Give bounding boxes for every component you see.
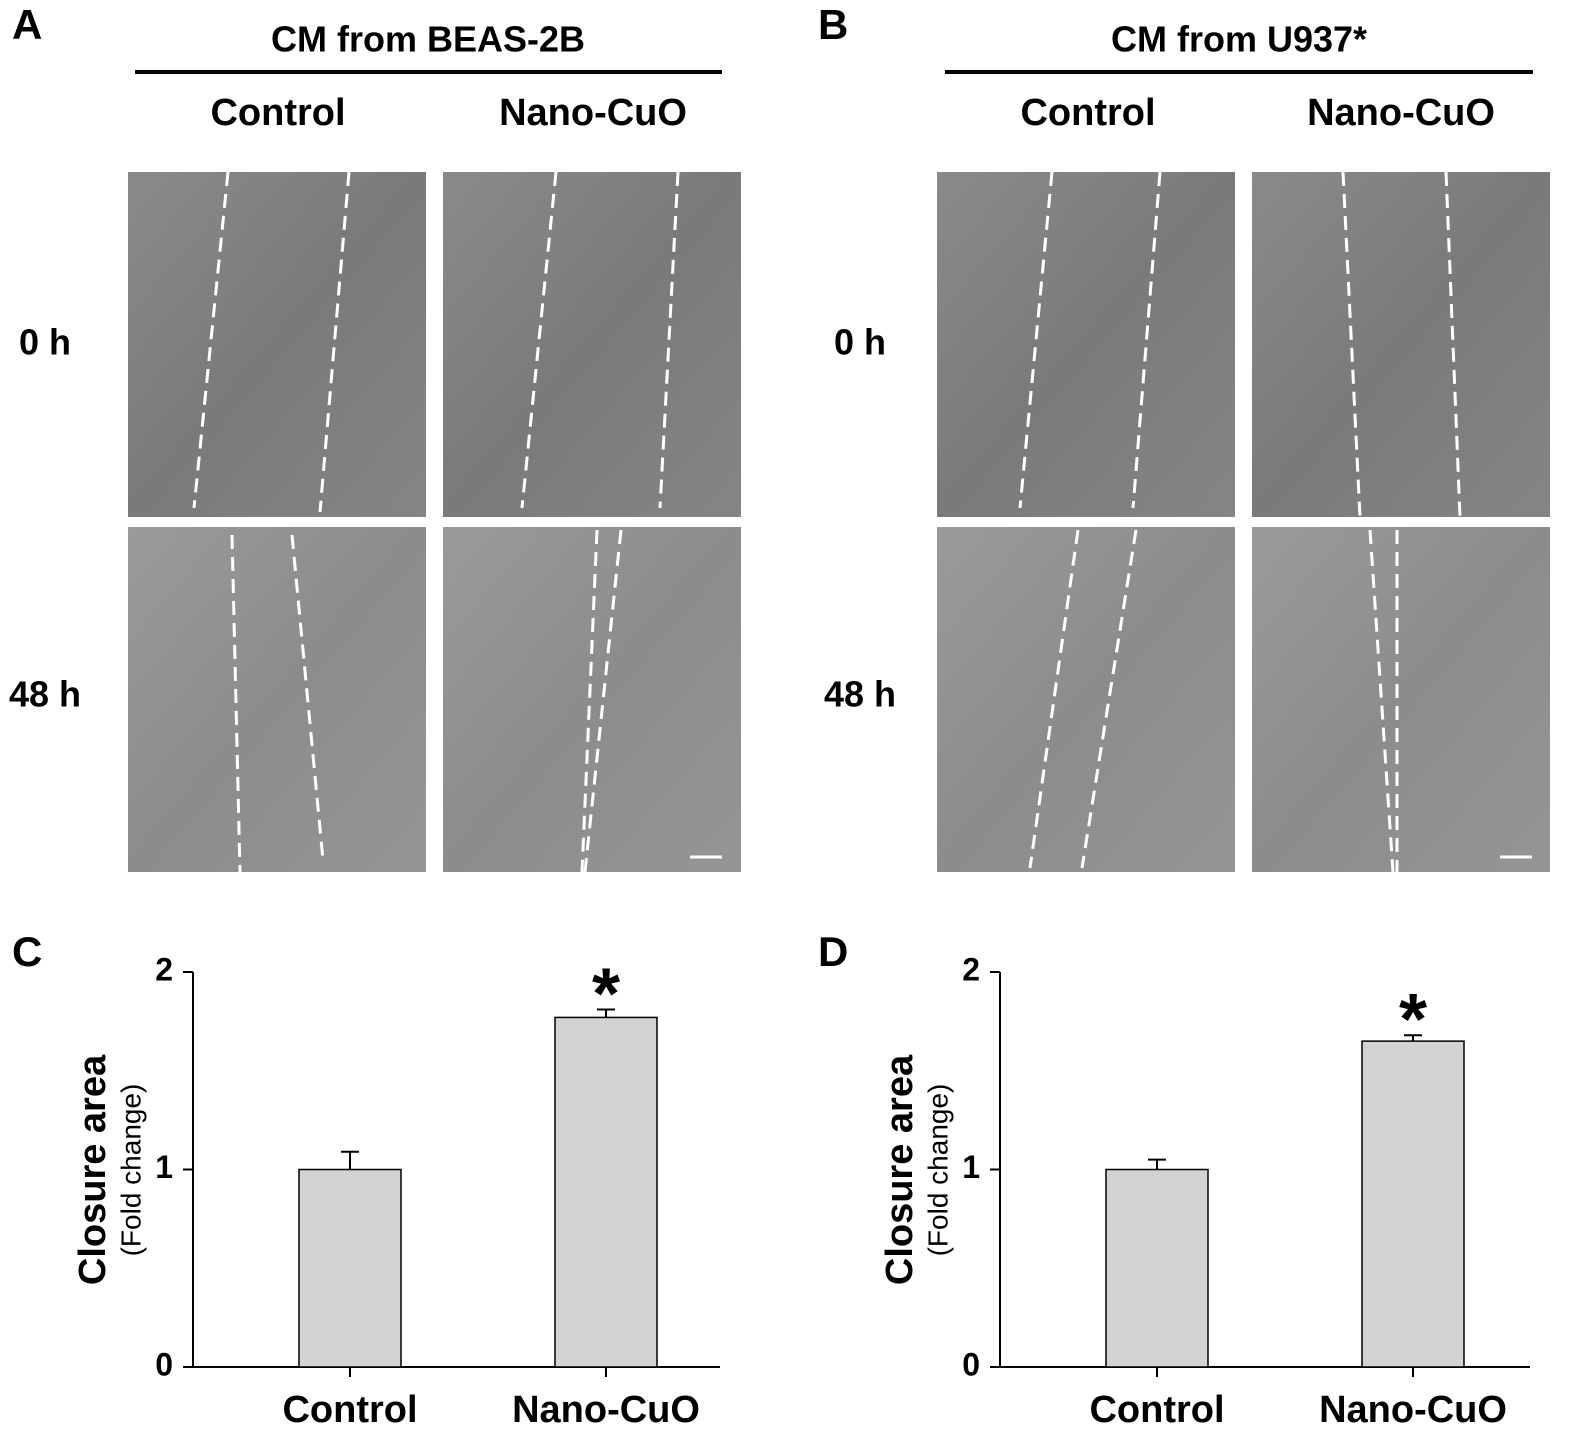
y-tick-label: 0 xyxy=(962,1346,980,1382)
wound-edge xyxy=(1080,529,1138,869)
wound-edge xyxy=(192,171,230,509)
y-tick-label: 1 xyxy=(962,1149,980,1185)
column-label: Control xyxy=(210,92,345,134)
bar xyxy=(1105,1168,1209,1368)
micrograph xyxy=(1252,527,1550,872)
wound-edge xyxy=(318,171,351,513)
micrograph xyxy=(937,527,1235,872)
row-label: 0 h xyxy=(834,322,886,363)
column-label: Control xyxy=(1020,92,1155,134)
micrograph xyxy=(937,172,1235,517)
row-label: 48 h xyxy=(824,674,896,715)
row-label: 48 h xyxy=(9,674,81,715)
y-tick-label: 1 xyxy=(155,1149,173,1185)
wound-edge xyxy=(583,529,623,873)
y-tick-label: 2 xyxy=(155,951,173,987)
x-tick-label: Control xyxy=(282,1389,417,1431)
panel-label: C xyxy=(12,928,42,975)
y-tick-label: 0 xyxy=(155,1346,173,1382)
micrograph xyxy=(128,172,426,517)
wound-edge xyxy=(580,529,599,873)
x-tick-label: Nano-CuO xyxy=(512,1389,700,1431)
significance-mark: * xyxy=(1399,980,1427,1060)
panel-label: B xyxy=(818,1,848,48)
wound-edge xyxy=(290,534,325,861)
micrograph xyxy=(443,172,741,517)
bar xyxy=(298,1168,402,1368)
bar xyxy=(1361,1040,1465,1368)
wound-edge xyxy=(1028,529,1080,869)
wound-edge xyxy=(658,171,680,509)
panel-label: A xyxy=(12,1,42,48)
wound-edge xyxy=(1444,171,1462,518)
panel-title: CM from U937* xyxy=(1111,19,1367,60)
micrograph xyxy=(1252,172,1550,517)
panel-label: D xyxy=(818,928,848,975)
column-label: Nano-CuO xyxy=(499,92,687,134)
y-axis-subtitle: (Fold change) xyxy=(115,1084,146,1257)
column-label: Nano-CuO xyxy=(1307,92,1495,134)
y-axis-title: Closure area xyxy=(72,1054,114,1285)
wound-edge xyxy=(1368,529,1395,873)
micrograph xyxy=(128,527,426,872)
y-axis-title: Closure area xyxy=(879,1054,921,1285)
panel-title: CM from BEAS-2B xyxy=(271,19,585,60)
micrograph xyxy=(443,527,741,872)
significance-mark: * xyxy=(592,955,620,1035)
x-tick-label: Control xyxy=(1089,1389,1224,1431)
x-tick-label: Nano-CuO xyxy=(1319,1389,1507,1431)
wound-edge xyxy=(1341,171,1362,518)
wound-edge xyxy=(1018,171,1054,509)
wound-edge xyxy=(520,171,558,509)
bar xyxy=(554,1016,658,1368)
wound-edge xyxy=(1131,171,1162,509)
wound-edge xyxy=(230,534,242,873)
y-tick-label: 2 xyxy=(962,951,980,987)
y-axis-subtitle: (Fold change) xyxy=(922,1084,953,1257)
row-label: 0 h xyxy=(19,322,71,363)
